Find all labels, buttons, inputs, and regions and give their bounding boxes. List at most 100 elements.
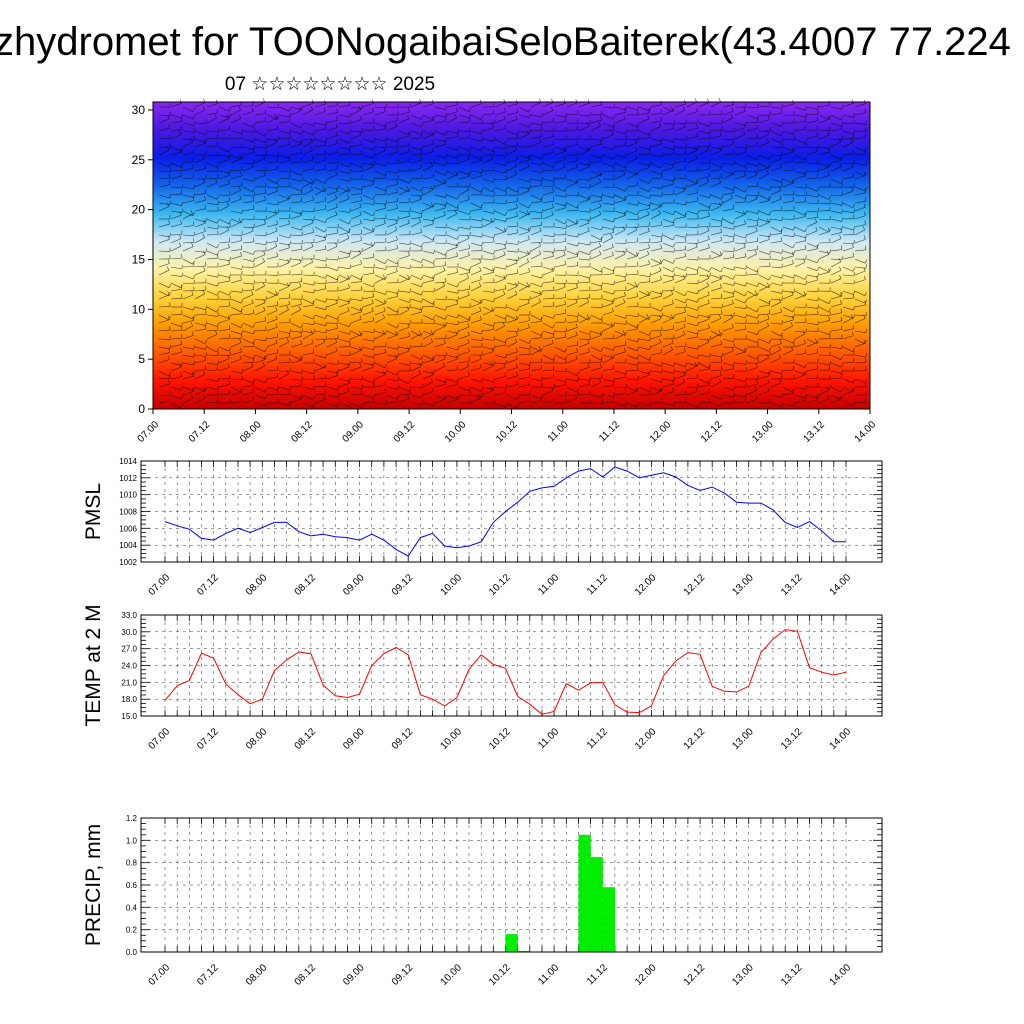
- wind-barb-flag: [720, 228, 722, 233]
- wind-barb: [806, 306, 818, 309]
- wind-barb: [230, 392, 242, 396]
- wind-barb-flag: [528, 339, 531, 344]
- wind-barb: [554, 394, 566, 397]
- wind-barb-flag: [445, 261, 447, 266]
- wind-barb: [758, 325, 769, 332]
- wind-barb-flag: [478, 394, 481, 398]
- wind-barb: [254, 338, 266, 342]
- wind-barb: [230, 175, 242, 180]
- wind-barb-flag: [709, 272, 711, 277]
- wind-barb: [422, 250, 434, 254]
- wind-barb: [842, 328, 854, 332]
- wind-barb-flag: [277, 157, 279, 162]
- wind-barb: [530, 102, 542, 108]
- wind-barb: [506, 103, 518, 108]
- wind-barb-flag: [457, 226, 459, 231]
- wind-barb-flag: [827, 171, 830, 176]
- wind-barb: [602, 322, 614, 327]
- wind-barb: [566, 282, 578, 285]
- wind-barb: [554, 354, 566, 360]
- y-tick-label: 1014: [119, 457, 137, 466]
- wind-barb-flag: [179, 234, 182, 239]
- wind-barb-flag: [721, 217, 723, 222]
- wind-barb: [350, 200, 362, 204]
- wind-barb-flag: [481, 392, 483, 397]
- wind-barb: [470, 367, 482, 372]
- wind-barb: [398, 326, 410, 332]
- wind-barb: [674, 146, 686, 149]
- wind-barb: [662, 370, 674, 374]
- wind-barb-flag: [396, 260, 399, 265]
- wind-barb: [278, 130, 290, 134]
- wind-barb-flag: [397, 137, 399, 142]
- wind-barb: [602, 162, 614, 168]
- wind-barb-flag: [478, 282, 482, 287]
- wind-barb: [362, 257, 374, 260]
- wind-barb-flag: [706, 282, 709, 286]
- wind-barb: [830, 106, 842, 110]
- wind-barb: [542, 305, 554, 308]
- wind-barb: [602, 154, 614, 160]
- wind-barb: [530, 394, 542, 400]
- wind-barb: [782, 369, 794, 372]
- wind-barb: [806, 194, 818, 198]
- wind-barb-flag: [385, 265, 387, 270]
- wind-barb-flag: [502, 322, 506, 327]
- wind-barb: [590, 174, 602, 180]
- wind-barb-flag: [204, 339, 207, 344]
- wind-barb: [506, 149, 517, 156]
- wind-barb-flag: [430, 162, 433, 166]
- wind-barb-flag: [577, 251, 579, 256]
- wind-barb-flag: [515, 331, 518, 336]
- wind-barb: [290, 130, 302, 135]
- wind-barb-flag: [336, 116, 338, 121]
- wind-barb-flag: [589, 208, 591, 213]
- wind-barb-flag: [793, 313, 795, 318]
- wind-barb-flag: [697, 266, 699, 271]
- wind-barb: [842, 166, 854, 172]
- wind-barb: [350, 193, 362, 196]
- wind-barb-flag: [432, 173, 435, 178]
- wind-barb-flag: [467, 234, 470, 239]
- wind-barb: [830, 129, 842, 132]
- wind-barb-flag: [444, 204, 446, 208]
- wind-barb-flag: [540, 331, 543, 336]
- wind-barb-flag: [672, 268, 675, 273]
- wind-barb: [314, 274, 326, 279]
- x-tick-label: 13.12: [801, 419, 827, 445]
- wind-barb-flag: [203, 139, 206, 144]
- wind-barb: [446, 146, 458, 151]
- x-tick-label: 13.12: [779, 572, 805, 598]
- wind-barb-flag: [649, 272, 651, 277]
- wind-barb-flag: [517, 197, 519, 202]
- wind-barb: [470, 226, 483, 228]
- wind-barb: [590, 234, 601, 241]
- wind-barb: [302, 290, 314, 294]
- wind-barb: [218, 319, 230, 324]
- wind-barb: [734, 314, 746, 319]
- wind-barb: [626, 210, 638, 216]
- wind-barb: [482, 158, 494, 164]
- wind-barb-flag: [505, 338, 507, 343]
- wind-barb: [182, 122, 194, 126]
- wind-barb-flag: [217, 282, 219, 287]
- wind-barb-flag: [228, 380, 230, 385]
- wind-barb-flag: [359, 346, 362, 351]
- wind-barb-flag: [192, 196, 194, 201]
- wind-barb-flag: [648, 260, 650, 265]
- wind-barb: [374, 290, 386, 295]
- wind-barb-flag: [325, 233, 327, 238]
- wind-barb: [842, 266, 854, 272]
- wind-barb-flag: [611, 251, 614, 256]
- wind-barb: [722, 138, 734, 141]
- wind-barb: [278, 170, 290, 173]
- wind-barb-flag: [384, 275, 387, 280]
- wind-barb-flag: [505, 168, 507, 173]
- wind-barb-flag: [682, 106, 686, 111]
- wind-barb-flag: [408, 147, 410, 152]
- wind-barb: [746, 314, 758, 319]
- wind-barb-flag: [262, 258, 265, 262]
- wind-barb: [302, 342, 314, 348]
- wind-barb-flag: [637, 403, 639, 408]
